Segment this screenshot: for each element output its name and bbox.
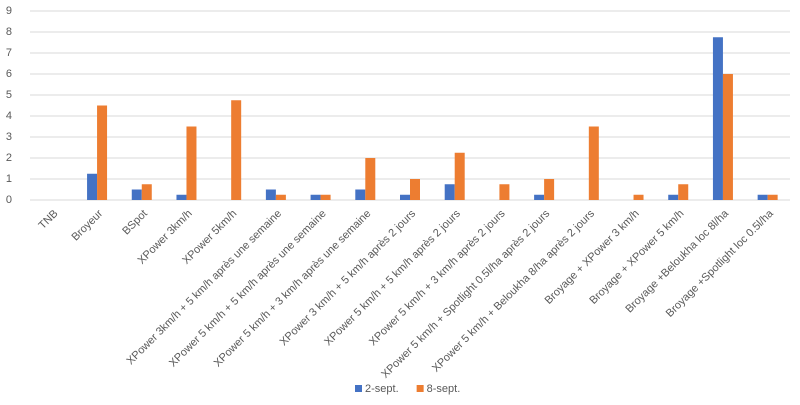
bar (400, 194, 410, 200)
x-tick-label: XPower 3km/h + 5 km/h après une semaine (124, 208, 284, 368)
bar (633, 194, 644, 200)
bar (231, 100, 242, 200)
bar (757, 194, 768, 200)
bar (176, 194, 187, 200)
x-tick-label: XPower 5 km/h + 5 km/h après une semaine (167, 208, 329, 370)
bar (141, 184, 152, 200)
bar (310, 194, 321, 200)
bar (678, 184, 689, 200)
bar (131, 189, 142, 200)
bar (444, 184, 455, 200)
bar (712, 37, 723, 200)
legend-label: 2-sept. (365, 383, 399, 395)
bar (265, 189, 276, 200)
y-tick-label: 1 (6, 173, 12, 185)
bar (410, 179, 420, 200)
y-tick-label: 5 (6, 89, 12, 101)
y-tick-label: 0 (6, 194, 12, 206)
bar (588, 126, 599, 200)
x-tick-label: Broyeur (70, 207, 106, 243)
legend-swatch (416, 385, 424, 392)
x-tick-label: Broyage + XPower 3 km/h (543, 208, 642, 307)
bar (275, 194, 286, 200)
bar (87, 173, 98, 200)
y-tick-label: 6 (6, 68, 12, 80)
x-tick-label: TNB (36, 208, 60, 232)
bar (767, 194, 778, 200)
bar (499, 184, 510, 200)
bar (454, 152, 465, 200)
legend-swatch (355, 385, 362, 392)
legend-label: 8-sept. (427, 383, 461, 395)
bar (355, 189, 366, 200)
bar (365, 158, 376, 200)
x-tick-label: XPower 5 km/h + Spotlight 0.5l/ha après … (379, 207, 552, 380)
bar (544, 179, 555, 200)
y-tick-label: 8 (6, 26, 12, 38)
bar (722, 74, 733, 200)
bar (186, 126, 197, 200)
bar (320, 194, 331, 200)
y-tick-label: 4 (6, 110, 12, 122)
x-tick-label: BSpot (120, 208, 150, 238)
x-tick-label: XPower 5 km/h + Beloukha 8/ha après 2 jo… (430, 207, 597, 374)
x-tick-label: XPower 5 km/h + 3 km/h après une semaine (212, 208, 374, 370)
bar (668, 194, 679, 200)
y-tick-label: 9 (6, 5, 12, 17)
x-tick-label: Broyage + XPower 5 km/h (587, 208, 686, 307)
y-tick-label: 2 (6, 152, 12, 164)
y-tick-label: 3 (6, 131, 12, 143)
y-tick-label: 7 (6, 47, 12, 59)
bar (534, 194, 545, 200)
bar (97, 105, 108, 200)
